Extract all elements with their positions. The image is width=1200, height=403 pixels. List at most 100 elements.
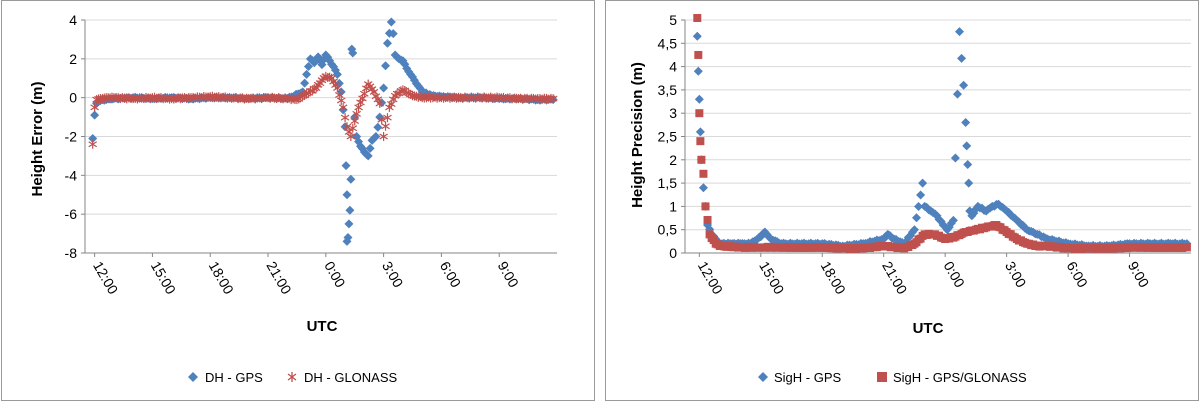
x-tick-label: 15:00 xyxy=(756,259,787,298)
data-point xyxy=(379,83,389,93)
data-point xyxy=(701,202,710,211)
x-tick-label: 21:00 xyxy=(263,259,294,298)
data-point-interp xyxy=(914,201,924,211)
x-tick-label: 15:00 xyxy=(148,259,179,298)
data-point-interp xyxy=(348,123,358,133)
data-point xyxy=(692,31,702,41)
x-tick-label: 9:00 xyxy=(1125,259,1153,291)
series-sigh-gps xyxy=(692,27,1192,251)
data-point-interp xyxy=(352,109,361,119)
y-tick-labels: 5 4,5 4 3,5 3 2,5 2 1,5 1 0,5 0 xyxy=(658,12,678,261)
data-point-interp xyxy=(971,204,981,214)
data-point xyxy=(385,102,394,112)
data-point-interp xyxy=(916,190,926,200)
data-point-interp xyxy=(334,90,344,100)
data-series xyxy=(692,14,1192,253)
y-tick-label: 2 xyxy=(69,51,77,67)
data-point-interp xyxy=(336,96,346,106)
data-point xyxy=(302,69,312,79)
x-tick-label: 0:00 xyxy=(941,259,969,291)
x-tick-label: 6:00 xyxy=(437,259,465,291)
y-axis-title: Height Error (m) xyxy=(29,81,46,196)
data-point xyxy=(699,169,708,178)
data-point xyxy=(388,29,398,39)
x-tick-labels: 12:00 15:00 18:00 21:00 0:00 3:00 6:00 9:00 xyxy=(90,259,522,298)
data-point-interp xyxy=(373,122,383,132)
data-point xyxy=(694,50,703,59)
data-point xyxy=(909,225,919,235)
data-point xyxy=(360,89,369,99)
data-point-interp xyxy=(381,61,391,71)
y-tick-label: 1 xyxy=(669,198,677,214)
data-point-interp xyxy=(703,215,712,224)
y-tick-label: 0 xyxy=(69,90,77,106)
data-point-interp xyxy=(957,53,967,63)
x-tick-label: 12:00 xyxy=(90,259,121,298)
x-tick-label: 18:00 xyxy=(818,259,849,298)
x-tick-label: 3:00 xyxy=(379,259,407,291)
data-point xyxy=(948,215,958,225)
data-point xyxy=(697,155,706,164)
data-point xyxy=(756,232,766,242)
x-tick-label: 9:00 xyxy=(495,259,523,291)
series-sigh-gps-glonass xyxy=(693,14,1191,253)
y-tick-label: -8 xyxy=(65,245,78,261)
y-tick-label: -6 xyxy=(65,206,78,222)
legend: DH - GPS DH - GLONASS xyxy=(188,370,398,385)
data-point xyxy=(348,48,358,58)
data-point xyxy=(327,73,336,83)
data-point xyxy=(548,94,558,104)
legend-label-sigh-gps-glonass: SigH - GPS/GLONASS xyxy=(893,370,1027,385)
data-point xyxy=(90,102,99,112)
data-point xyxy=(918,178,928,188)
data-point xyxy=(346,132,356,141)
series-dh-gps xyxy=(88,17,558,246)
data-point xyxy=(962,141,972,151)
data-point xyxy=(1182,243,1191,252)
data-point xyxy=(955,27,965,37)
data-point xyxy=(964,178,974,188)
data-point-interp xyxy=(1014,217,1024,227)
data-point-interp xyxy=(950,153,960,163)
y-tick-label: 1,5 xyxy=(658,175,678,191)
y-tick-label: 2,5 xyxy=(658,129,678,145)
data-point xyxy=(342,190,352,200)
data-point xyxy=(693,66,703,76)
data-point xyxy=(350,116,360,126)
data-series xyxy=(88,17,558,246)
legend-label-sigh-gps: SigH - GPS xyxy=(774,370,842,385)
y-tick-label: 3 xyxy=(669,105,677,121)
legend-marker-dh-glonass xyxy=(287,372,297,382)
data-point xyxy=(961,118,971,128)
data-point xyxy=(382,38,392,48)
data-point xyxy=(333,83,342,93)
data-point xyxy=(344,219,354,229)
data-point xyxy=(90,110,100,120)
height-precision-chart: 5 4,5 4 3,5 3 2,5 2 1,5 1 0,5 0 12:00 15:00 18:00 21:… xyxy=(629,12,1192,385)
data-point-interp xyxy=(1018,220,1028,230)
data-point-interp xyxy=(381,121,390,131)
chart-panel-height-precision: 5 4,5 4 3,5 3 2,5 2 1,5 1 0,5 0 12:00 15:00 18:00 21:… xyxy=(605,0,1199,401)
data-point xyxy=(371,132,381,141)
data-point-interp xyxy=(300,78,310,88)
data-point xyxy=(695,109,704,118)
y-tick-label: 5 xyxy=(669,12,677,28)
x-axis-title: UTC xyxy=(307,318,338,335)
data-point-interp xyxy=(329,77,338,87)
legend-marker-sigh-gps-glonass xyxy=(877,372,887,382)
data-point-interp xyxy=(340,113,350,123)
x-tick-labels: 12:00 15:00 18:00 21:00 0:00 3:00 6:00 9:00 xyxy=(695,259,1153,298)
chart-panel-height-error: 4 2 0 -2 -4 -6 -8 12:00 15:00 18:00 21:00 0:00 3:00… xyxy=(1,0,595,401)
y-axis-title: Height Precision (m) xyxy=(629,62,646,208)
y-tick-label: 4,5 xyxy=(658,35,678,51)
data-point xyxy=(345,205,355,215)
legend: SigH - GPS SigH - GPS/GLONASS xyxy=(758,370,1027,385)
data-point xyxy=(375,98,385,108)
data-point xyxy=(363,151,373,161)
data-point-interp xyxy=(969,208,979,218)
y-tick-label: 3,5 xyxy=(658,82,678,98)
data-point xyxy=(342,122,352,132)
data-point-interp xyxy=(383,113,392,123)
x-tick-label: 3:00 xyxy=(1002,259,1030,291)
data-point xyxy=(88,133,98,143)
